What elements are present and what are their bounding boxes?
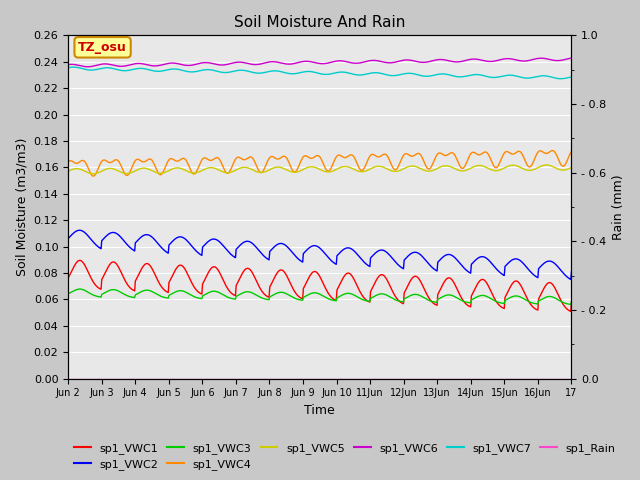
Y-axis label: Rain (mm): Rain (mm) [612, 174, 625, 240]
Title: Soil Moisture And Rain: Soil Moisture And Rain [234, 15, 406, 30]
Text: TZ_osu: TZ_osu [78, 41, 127, 54]
Legend: sp1_VWC1, sp1_VWC2, sp1_VWC3, sp1_VWC4, sp1_VWC5, sp1_VWC6, sp1_VWC7, sp1_Rain: sp1_VWC1, sp1_VWC2, sp1_VWC3, sp1_VWC4, … [70, 438, 620, 474]
Y-axis label: Soil Moisture (m3/m3): Soil Moisture (m3/m3) [15, 138, 28, 276]
X-axis label: Time: Time [305, 404, 335, 417]
